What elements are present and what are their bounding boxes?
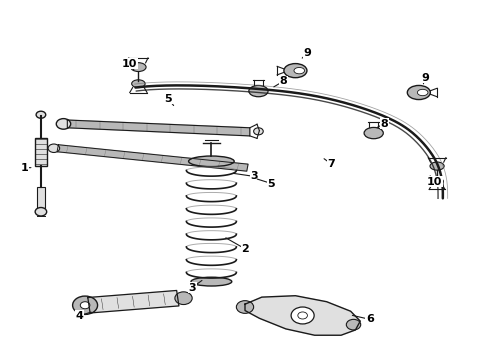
- Ellipse shape: [132, 80, 145, 87]
- Ellipse shape: [407, 85, 430, 100]
- Text: 10: 10: [427, 177, 442, 187]
- Ellipse shape: [417, 89, 428, 96]
- Text: 10: 10: [122, 59, 137, 68]
- Polygon shape: [57, 145, 248, 171]
- Ellipse shape: [131, 63, 146, 72]
- Circle shape: [291, 307, 314, 324]
- Ellipse shape: [189, 156, 234, 167]
- Circle shape: [80, 302, 90, 309]
- Text: 8: 8: [279, 76, 287, 86]
- Ellipse shape: [249, 85, 268, 97]
- FancyBboxPatch shape: [35, 138, 47, 166]
- Ellipse shape: [191, 277, 232, 286]
- Text: 8: 8: [380, 118, 388, 129]
- Polygon shape: [67, 120, 250, 136]
- Text: 4: 4: [75, 311, 83, 321]
- Ellipse shape: [364, 127, 383, 139]
- Circle shape: [36, 111, 46, 118]
- Polygon shape: [88, 291, 179, 313]
- Polygon shape: [245, 296, 360, 335]
- Text: 2: 2: [241, 244, 249, 254]
- Ellipse shape: [431, 178, 443, 185]
- Ellipse shape: [430, 162, 444, 170]
- Ellipse shape: [294, 67, 305, 74]
- Text: 1: 1: [20, 163, 28, 173]
- Text: 3: 3: [188, 283, 196, 293]
- Text: 7: 7: [327, 159, 335, 169]
- Circle shape: [236, 301, 254, 313]
- Text: 5: 5: [268, 179, 275, 189]
- Circle shape: [35, 207, 47, 216]
- Circle shape: [73, 296, 98, 314]
- Text: 5: 5: [164, 94, 172, 104]
- Text: 9: 9: [421, 73, 429, 83]
- Text: 9: 9: [303, 48, 311, 58]
- Circle shape: [254, 128, 263, 135]
- Ellipse shape: [284, 64, 307, 78]
- Circle shape: [346, 319, 361, 330]
- Text: 3: 3: [251, 171, 258, 181]
- FancyBboxPatch shape: [37, 187, 45, 208]
- Text: 6: 6: [366, 314, 374, 324]
- Circle shape: [56, 118, 71, 129]
- Circle shape: [298, 312, 307, 319]
- Circle shape: [175, 292, 192, 305]
- Circle shape: [48, 144, 60, 153]
